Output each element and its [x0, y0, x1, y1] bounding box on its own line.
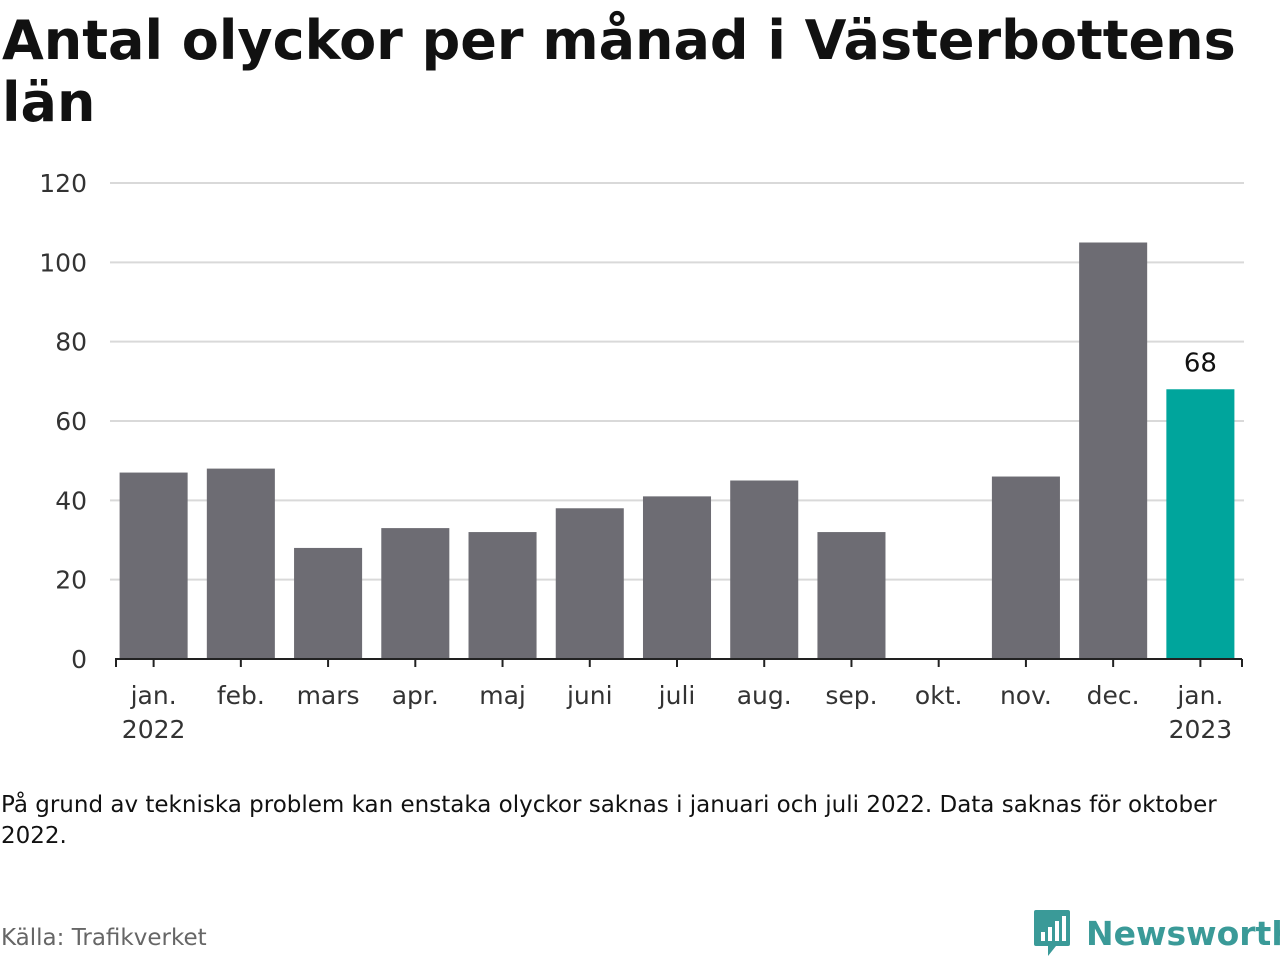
x-tick-label: mars: [297, 681, 360, 710]
bar-chart: 0 20 40 60 80 100 120 68 jan. 2022 feb. mars apr. m…: [39, 169, 1244, 744]
x-tick-label: feb.: [217, 681, 265, 710]
x-tick-label: maj: [479, 681, 526, 710]
x-tick-label: juni: [566, 681, 613, 710]
bar: [817, 532, 886, 659]
y-tick-label: 80: [55, 328, 87, 357]
x-tick-label: okt.: [915, 681, 963, 710]
bars: [119, 242, 1235, 659]
brand-logo[interactable]: Newsworthy: [1032, 908, 1280, 958]
bar: [119, 472, 188, 659]
bar: [642, 496, 712, 659]
x-tick-label: sep.: [825, 681, 877, 710]
x-tick-label: 2022: [122, 715, 186, 744]
x-axis: jan. 2022 feb. mars apr. maj juni juli aug. sep. o…: [115, 658, 1243, 744]
bar: [1166, 389, 1235, 659]
bar: [381, 528, 450, 659]
x-tick-label: jan.: [130, 681, 177, 710]
source-label: Källa: Trafikverket: [1, 925, 207, 951]
bar: [1079, 242, 1148, 659]
y-tick-label: 20: [55, 566, 87, 595]
bar: [468, 532, 537, 659]
y-tick-label: 40: [55, 486, 87, 515]
bar: [991, 476, 1060, 659]
x-tick-label: apr.: [392, 681, 439, 710]
x-tick-label: aug.: [737, 681, 792, 710]
chart-title: Antal olyckor per månad i Västerbottens …: [2, 9, 1236, 134]
x-tick-label: dec.: [1087, 681, 1140, 710]
x-tick-label: juli: [658, 681, 696, 710]
y-tick-label: 60: [55, 407, 87, 436]
newsworthy-logo-icon: [1034, 910, 1070, 956]
chart-note: På grund av tekniska problem kan enstaka…: [1, 792, 1217, 849]
bar: [294, 547, 363, 659]
y-tick-label: 100: [39, 248, 87, 277]
brand-name: Newsworthy: [1086, 913, 1280, 953]
y-tick-label: 0: [71, 645, 87, 674]
data-labels: 68: [1184, 348, 1217, 378]
bar: [730, 480, 799, 659]
x-tick-label: 2023: [1169, 715, 1233, 744]
x-tick-label: nov.: [1000, 681, 1052, 710]
bar: [206, 468, 275, 659]
bar: [555, 508, 624, 659]
y-axis-ticks: 0 20 40 60 80 100 120: [39, 169, 87, 674]
data-label: 68: [1184, 348, 1217, 378]
x-tick-label: jan.: [1176, 681, 1223, 710]
y-tick-label: 120: [39, 169, 87, 198]
